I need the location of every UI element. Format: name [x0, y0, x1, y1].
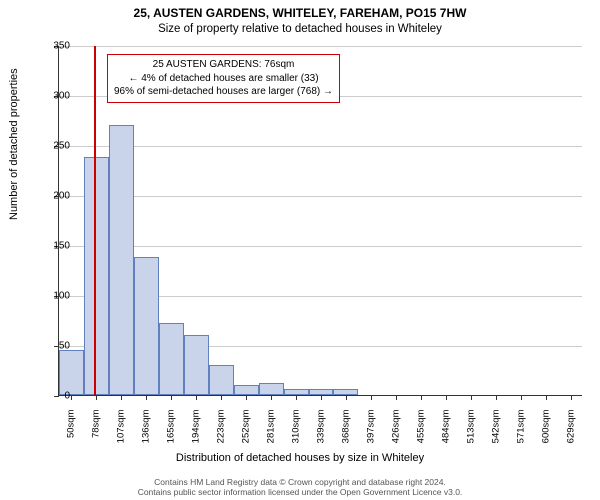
- histogram-bar: [234, 385, 259, 395]
- xtick-mark: [396, 395, 397, 400]
- xtick-mark: [171, 395, 172, 400]
- histogram-bar: [59, 350, 84, 395]
- chart-footer: Contains HM Land Registry data © Crown c…: [0, 477, 600, 498]
- xtick-mark: [446, 395, 447, 400]
- histogram-bar: [159, 323, 184, 395]
- ytick-label: 150: [40, 241, 70, 252]
- histogram-bar: [134, 257, 159, 395]
- histogram-bar: [259, 383, 284, 395]
- chart-title: 25, AUSTEN GARDENS, WHITELEY, FAREHAM, P…: [0, 0, 600, 22]
- xtick-mark: [546, 395, 547, 400]
- plot-area: 50sqm78sqm107sqm136sqm165sqm194sqm223sqm…: [58, 46, 582, 396]
- ytick-label: 100: [40, 291, 70, 302]
- xtick-mark: [271, 395, 272, 400]
- x-axis-label: Distribution of detached houses by size …: [0, 452, 600, 464]
- histogram-bar: [184, 335, 209, 395]
- xtick-mark: [96, 395, 97, 400]
- annotation-line: ← 4% of detached houses are smaller (33): [114, 72, 333, 86]
- xtick-mark: [146, 395, 147, 400]
- ytick-label: 250: [40, 141, 70, 152]
- property-marker-line: [94, 46, 96, 395]
- ytick-label: 350: [40, 41, 70, 52]
- xtick-mark: [196, 395, 197, 400]
- chart-subtitle: Size of property relative to detached ho…: [0, 22, 600, 41]
- y-axis-label: Number of detached properties: [8, 68, 20, 220]
- gridline: [59, 146, 582, 147]
- ytick-label: 0: [40, 391, 70, 402]
- xtick-mark: [471, 395, 472, 400]
- gridline: [59, 246, 582, 247]
- chart-container: 25, AUSTEN GARDENS, WHITELEY, FAREHAM, P…: [0, 0, 600, 500]
- xtick-mark: [121, 395, 122, 400]
- annotation-line: 25 AUSTEN GARDENS: 76sqm: [114, 58, 333, 72]
- histogram-bar: [109, 125, 134, 395]
- xtick-mark: [371, 395, 372, 400]
- ytick-label: 50: [40, 341, 70, 352]
- footer-line-1: Contains HM Land Registry data © Crown c…: [0, 477, 600, 488]
- histogram-bar: [84, 157, 109, 395]
- gridline: [59, 196, 582, 197]
- xtick-mark: [421, 395, 422, 400]
- plot: 50sqm78sqm107sqm136sqm165sqm194sqm223sqm…: [58, 46, 582, 396]
- gridline: [59, 46, 582, 47]
- xtick-mark: [571, 395, 572, 400]
- xtick-mark: [346, 395, 347, 400]
- ytick-label: 200: [40, 191, 70, 202]
- histogram-bar: [209, 365, 234, 395]
- xtick-mark: [321, 395, 322, 400]
- xtick-mark: [496, 395, 497, 400]
- annotation-line: 96% of semi-detached houses are larger (…: [114, 85, 333, 99]
- xtick-mark: [221, 395, 222, 400]
- xtick-mark: [521, 395, 522, 400]
- xtick-mark: [296, 395, 297, 400]
- ytick-label: 300: [40, 91, 70, 102]
- xtick-mark: [246, 395, 247, 400]
- annotation-box: 25 AUSTEN GARDENS: 76sqm← 4% of detached…: [107, 54, 340, 103]
- footer-line-2: Contains public sector information licen…: [0, 487, 600, 498]
- xtick-mark: [71, 395, 72, 400]
